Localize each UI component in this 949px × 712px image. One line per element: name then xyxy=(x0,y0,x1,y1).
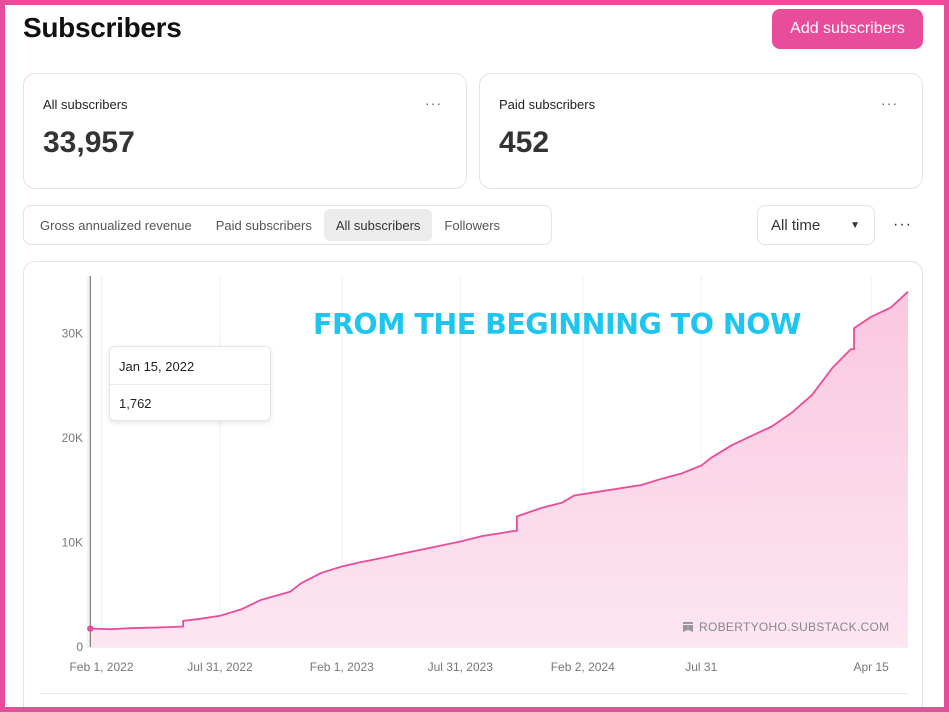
stat-label: All subscribers xyxy=(43,97,128,112)
x-tick-label: Apr 15 xyxy=(853,660,889,674)
subscriber-growth-chart: 0 10K 20K 30K Feb 1, 2022 Jul 31, 2022 Feb 1, … xyxy=(62,276,909,674)
y-tick-label: 10K xyxy=(62,535,83,549)
y-tick-label: 0 xyxy=(76,640,83,654)
watermark-text: ROBERTYOHO.SUBSTACK.COM xyxy=(699,620,890,634)
chart-more-options-icon[interactable]: ··· xyxy=(893,216,912,233)
page-title: Subscribers xyxy=(23,12,182,43)
more-options-icon[interactable]: ··· xyxy=(881,95,898,111)
bookmark-icon xyxy=(683,622,693,632)
x-tick-label: Jul 31 xyxy=(685,660,717,674)
x-tick-label: Jul 31, 2023 xyxy=(428,660,494,674)
caret-down-icon: ▼ xyxy=(850,219,860,231)
stat-value: 33,957 xyxy=(43,126,135,159)
tab-all-subscribers[interactable]: All subscribers xyxy=(323,209,433,241)
time-range-value: All time xyxy=(771,216,821,234)
x-tick-label: Feb 1, 2022 xyxy=(69,660,133,674)
stat-label: Paid subscribers xyxy=(499,97,596,112)
tooltip-value: 1,762 xyxy=(119,396,152,411)
overlay-caption: FROM THE BEGINNING TO NOW xyxy=(313,308,801,341)
x-tick-label: Jul 31, 2022 xyxy=(187,660,253,674)
stat-card-paid-subscribers: Paid subscribers 452 ··· xyxy=(479,73,923,189)
time-range-select[interactable]: All time ▼ xyxy=(757,205,875,245)
series-area xyxy=(90,291,909,647)
stat-card-all-subscribers: All subscribers 33,957 ··· xyxy=(23,73,467,189)
more-options-icon[interactable]: ··· xyxy=(425,95,442,111)
chart-tooltip: Jan 15, 2022 1,762 xyxy=(109,346,271,421)
x-tick-label: Feb 2, 2024 xyxy=(551,660,615,674)
add-subscribers-button[interactable]: Add subscribers xyxy=(772,9,923,49)
stat-value: 452 xyxy=(499,126,550,159)
tab-gross-annualized-revenue[interactable]: Gross annualized revenue xyxy=(40,217,192,233)
chart-card: 0 10K 20K 30K Feb 1, 2022 Jul 31, 2022 Feb 1, … xyxy=(23,261,923,712)
hover-point xyxy=(87,625,94,632)
series-line xyxy=(90,291,909,631)
hover-band xyxy=(87,276,91,647)
tab-paid-subscribers[interactable]: Paid subscribers xyxy=(215,217,312,233)
metric-tabs: Gross annualized revenue Paid subscriber… xyxy=(23,205,552,245)
watermark: ROBERTYOHO.SUBSTACK.COM xyxy=(683,620,889,634)
y-tick-label: 20K xyxy=(62,431,83,445)
tab-followers[interactable]: Followers xyxy=(444,217,501,233)
tooltip-date: Jan 15, 2022 xyxy=(119,359,195,374)
x-tick-label: Feb 1, 2023 xyxy=(310,660,374,674)
y-tick-label: 30K xyxy=(62,326,83,340)
